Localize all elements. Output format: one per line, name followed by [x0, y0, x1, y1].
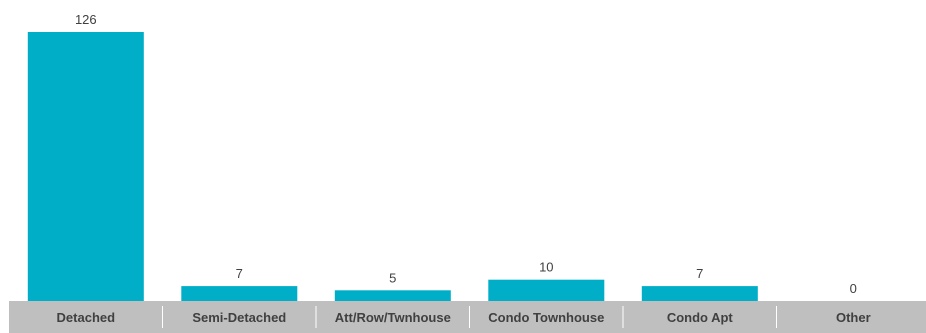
value-label-semi-detached: 7: [236, 266, 243, 281]
category-label-condo-apt: Condo Apt: [667, 310, 734, 325]
value-labels-group: 126 7 5 10 7 0: [75, 12, 857, 296]
value-label-condo-townhouse: 10: [539, 260, 553, 275]
value-label-other: 0: [850, 281, 857, 296]
category-label-condo-townhouse: Condo Townhouse: [488, 310, 604, 325]
bars-group: [27, 32, 758, 301]
category-label-att-row-twnhouse: Att/Row/Twnhouse: [335, 310, 451, 325]
category-label-semi-detached: Semi-Detached: [192, 310, 286, 325]
category-axis-band: [9, 301, 926, 333]
bar-att-row-twnhouse: [334, 290, 451, 301]
bar-semi-detached: [181, 286, 298, 301]
bar-detached: [27, 32, 144, 301]
value-label-att-row-twnhouse: 5: [389, 270, 396, 285]
category-label-detached: Detached: [57, 310, 116, 325]
axis-separators-group: [162, 306, 777, 328]
value-label-condo-apt: 7: [696, 266, 703, 281]
value-label-detached: 126: [75, 12, 97, 27]
bar-condo-apt: [641, 286, 758, 301]
category-labels-group: Detached Semi-Detached Att/Row/Twnhouse Con…: [57, 310, 871, 325]
bar-condo-townhouse: [488, 279, 605, 301]
category-label-other: Other: [836, 310, 871, 325]
